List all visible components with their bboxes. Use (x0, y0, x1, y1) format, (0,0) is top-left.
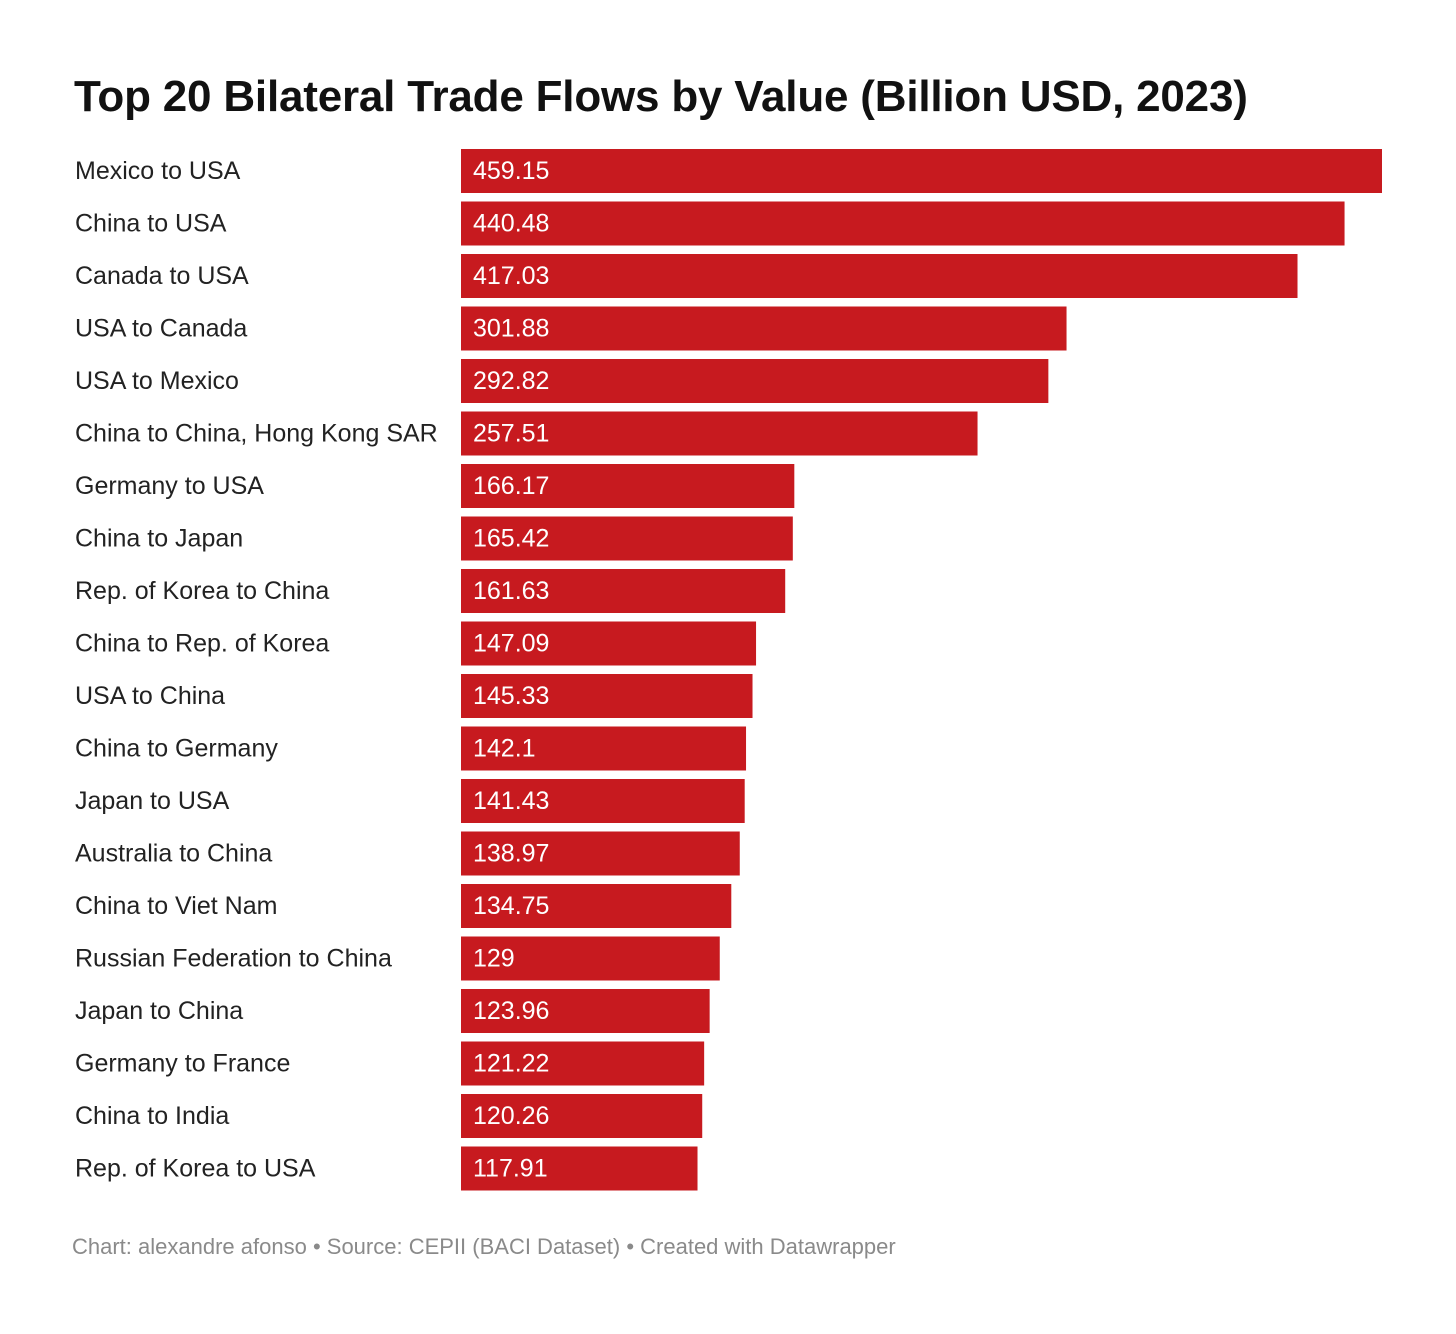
bar-row: Rep. of Korea to China 161.63 (75, 569, 786, 613)
bar-row: Rep. of Korea to USA 117.91 (75, 1146, 698, 1191)
category-label: China to USA (75, 210, 227, 238)
category-label: China to Rep. of Korea (75, 630, 329, 658)
footer-separator: • (306, 1234, 327, 1259)
bar (461, 1041, 705, 1086)
bar-value-label: 142.1 (473, 735, 536, 763)
category-label: Germany to USA (75, 472, 264, 500)
bar-row: Japan to USA 141.43 (75, 779, 745, 823)
bar-value-label: 134.75 (473, 892, 549, 920)
bar (461, 936, 720, 981)
category-label: USA to China (75, 682, 225, 710)
bar-row: Russian Federation to China 129 (75, 936, 720, 981)
category-label: China to Germany (75, 735, 278, 763)
bar-value-label: 257.51 (473, 420, 549, 448)
chart-title: Top 20 Bilateral Trade Flows by Value (B… (74, 72, 1248, 121)
bar-value-label: 145.33 (473, 682, 549, 710)
category-label: USA to Mexico (75, 367, 239, 395)
category-label: Germany to France (75, 1050, 290, 1078)
bar (461, 149, 1382, 193)
bar-value-label: 147.09 (473, 630, 549, 658)
category-label: Japan to China (75, 997, 243, 1025)
bar-value-label: 117.91 (473, 1155, 548, 1183)
chart-footer: Chart: alexandre afonso • Source: CEPII … (72, 1234, 896, 1260)
bar (461, 516, 793, 561)
bar (461, 464, 795, 508)
bar-value-label: 120.26 (473, 1102, 549, 1130)
bar-row: China to Viet Nam 134.75 (75, 884, 732, 928)
category-label: Russian Federation to China (75, 945, 392, 973)
bar (461, 989, 710, 1033)
bar-value-label: 440.48 (473, 210, 549, 238)
bar-value-label: 417.03 (473, 262, 549, 290)
category-label: China to Viet Nam (75, 892, 277, 920)
category-label: Mexico to USA (75, 157, 241, 185)
bar-row: China to Japan 165.42 (75, 516, 793, 561)
bar-value-label: 166.17 (473, 472, 549, 500)
bar-value-label: 129 (473, 945, 515, 973)
bar (461, 1146, 698, 1191)
footer-tool: Created with Datawrapper (640, 1234, 896, 1259)
bar-value-label: 292.82 (473, 367, 549, 395)
bar (461, 359, 1049, 403)
footer-source: Source: CEPII (BACI Dataset) (326, 1234, 621, 1259)
bar (461, 411, 978, 456)
bar-row: Germany to France 121.22 (75, 1041, 705, 1086)
bar (461, 569, 786, 613)
bar-value-label: 141.43 (473, 787, 549, 815)
category-label: China to Japan (75, 525, 243, 553)
bar (461, 306, 1067, 351)
category-label: China to India (75, 1102, 229, 1130)
bar (461, 726, 747, 771)
bar-row: Germany to USA 166.17 (75, 464, 795, 508)
bar (461, 1094, 703, 1138)
bar-row: USA to China 145.33 (75, 674, 753, 718)
bar (461, 254, 1298, 298)
bar (461, 201, 1345, 246)
bar (461, 621, 757, 666)
bar-value-label: 161.63 (473, 577, 549, 605)
bar-value-label: 123.96 (473, 997, 549, 1025)
bar-value-label: 459.15 (473, 157, 549, 185)
bar-row: USA to Canada 301.88 (75, 306, 1067, 351)
bar-chart: Mexico to USA 459.15 China to USA 440.48 Can… (75, 149, 1382, 1191)
bar (461, 831, 740, 876)
bar-row: China to Rep. of Korea 147.09 (75, 621, 757, 666)
bar-value-label: 138.97 (473, 840, 549, 868)
category-label: Rep. of Korea to USA (75, 1155, 316, 1183)
footer-separator: • (620, 1234, 641, 1259)
bar-row: China to China, Hong Kong SAR 257.51 (75, 411, 978, 456)
bar (461, 884, 732, 928)
bar-row: China to India 120.26 (75, 1094, 703, 1138)
category-label: Australia to China (75, 840, 272, 868)
category-label: Japan to USA (75, 787, 230, 815)
bar (461, 674, 753, 718)
bar-value-label: 301.88 (473, 315, 549, 343)
footer-credit: Chart: alexandre afonso (72, 1234, 307, 1259)
bar-row: China to Germany 142.1 (75, 726, 747, 771)
bar-row: Canada to USA 417.03 (75, 254, 1298, 298)
bar-row: China to USA 440.48 (75, 201, 1345, 246)
bar-row: USA to Mexico 292.82 (75, 359, 1049, 403)
bar-row: Australia to China 138.97 (75, 831, 740, 876)
bar-row: Japan to China 123.96 (75, 989, 710, 1033)
bar-value-label: 165.42 (473, 525, 549, 553)
bar-row: Mexico to USA 459.15 (75, 149, 1382, 193)
category-label: Canada to USA (75, 262, 249, 290)
bar (461, 779, 745, 823)
bar-value-label: 121.22 (473, 1050, 549, 1078)
category-label: Rep. of Korea to China (75, 577, 329, 605)
category-label: China to China, Hong Kong SAR (75, 420, 438, 448)
category-label: USA to Canada (75, 315, 247, 343)
